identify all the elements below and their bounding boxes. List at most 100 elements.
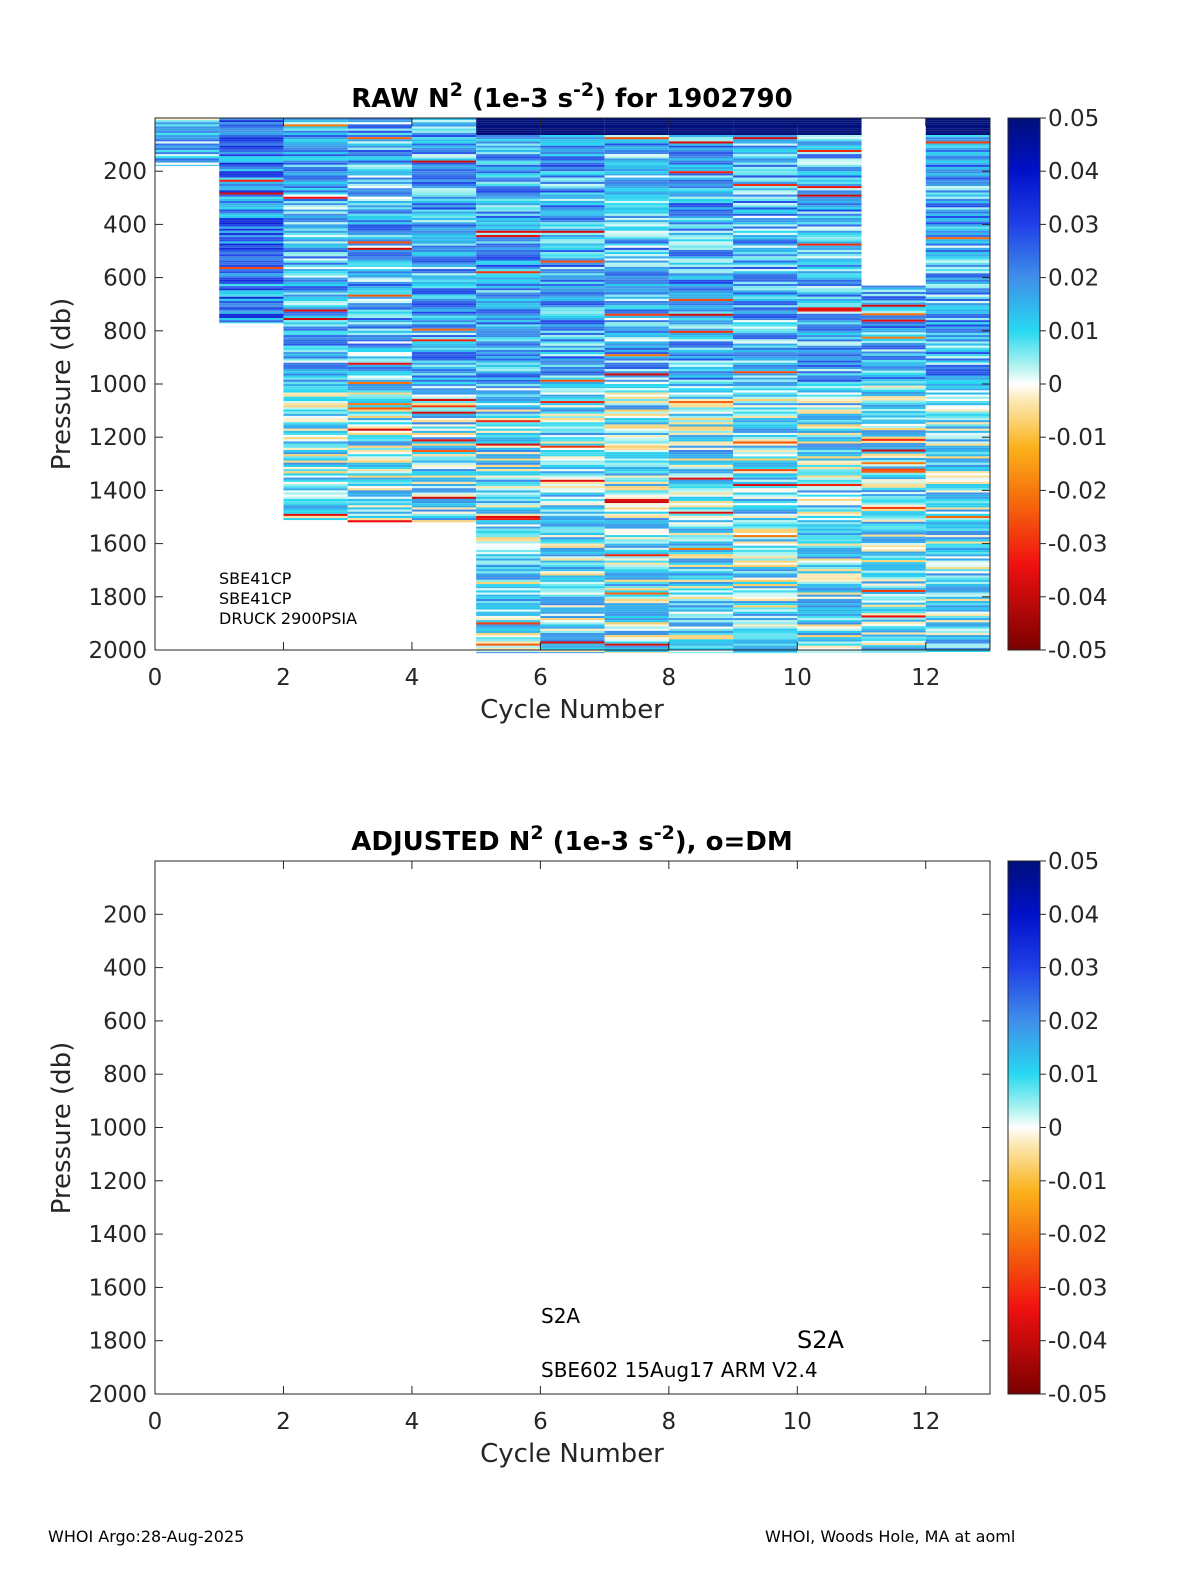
heatmap-cell (797, 545, 862, 548)
heatmap-cell (861, 285, 926, 288)
heatmap-cell (283, 194, 348, 197)
heatmap-cell (925, 643, 990, 646)
heatmap-cell (604, 162, 669, 165)
heatmap-cell (540, 339, 605, 342)
heatmap-cell (540, 147, 605, 150)
heatmap-cell (925, 211, 990, 214)
heatmap-cell (733, 588, 798, 591)
heatmap-cell (925, 650, 990, 653)
heatmap-cell (219, 162, 284, 165)
heatmap-cell (733, 428, 798, 431)
heatmap-cell (604, 152, 669, 155)
heatmap-cell (476, 639, 541, 642)
heatmap-cell (283, 237, 348, 240)
cycle-column (347, 118, 412, 523)
heatmap-cell (411, 249, 477, 253)
heatmap-cell (476, 492, 541, 495)
heatmap-cell (668, 132, 734, 136)
x-tick-label: 12 (911, 1409, 940, 1435)
y-tick-label: 400 (103, 956, 147, 982)
heatmap-cell (604, 266, 669, 270)
heatmap-cell (925, 515, 990, 519)
heatmap-cell (476, 624, 541, 627)
heatmap-cell (347, 388, 412, 391)
heatmap-cell (283, 118, 348, 121)
heatmap-cell (797, 266, 862, 270)
heatmap-cell (925, 601, 990, 604)
x-tick-label: 0 (148, 1409, 163, 1435)
heatmap-cell (604, 124, 669, 127)
heatmap-cell (668, 232, 734, 236)
heatmap-cell (476, 486, 541, 489)
heatmap-cell (540, 615, 605, 619)
heatmap-cell (604, 449, 669, 453)
heatmap-cell (540, 590, 605, 593)
heatmap-cell (861, 570, 926, 573)
heatmap-cell (797, 435, 862, 438)
heatmap-cell (733, 449, 798, 453)
heatmap-cell (476, 528, 541, 531)
heatmap-cell (604, 447, 669, 450)
heatmap-cell (925, 190, 990, 193)
heatmap-cell (411, 375, 477, 378)
heatmap-cell (733, 164, 798, 167)
heatmap-cell (283, 298, 348, 302)
heatmap-cell (411, 313, 477, 316)
heatmap-cell (283, 337, 348, 340)
heatmap-cell (283, 207, 348, 210)
heatmap-cell (797, 118, 862, 121)
heatmap-cell (219, 315, 284, 319)
heatmap-cell (347, 220, 412, 223)
heatmap-cell (861, 517, 926, 520)
heatmap-cell (476, 392, 541, 395)
heatmap-cell (604, 420, 669, 423)
heatmap-cell (925, 377, 990, 380)
colorbar (1007, 117, 1041, 651)
heatmap-cell (797, 249, 862, 253)
heatmap-cell (411, 386, 477, 389)
heatmap-cell (604, 237, 669, 240)
heatmap-cell (861, 338, 926, 341)
heatmap-cell (797, 371, 862, 374)
heatmap-cell (604, 294, 669, 297)
heatmap-cell (411, 318, 477, 321)
heatmap-cell (347, 275, 412, 278)
heatmap-cell (668, 286, 734, 289)
heatmap-cell (733, 200, 798, 204)
heatmap-cell (347, 454, 412, 457)
heatmap-cell (861, 564, 926, 567)
heatmap-cell (476, 315, 541, 319)
heatmap-cell (155, 130, 220, 133)
heatmap-cell (540, 543, 605, 546)
heatmap-cell (668, 394, 734, 397)
heatmap-cell (347, 169, 412, 172)
heatmap-cell (411, 271, 477, 274)
heatmap-cell (668, 586, 734, 589)
heatmap-cell (668, 462, 734, 465)
colorbar-tick-label: 0.02 (1048, 1009, 1099, 1035)
heatmap-cell (411, 211, 477, 214)
heatmap-cell (797, 220, 862, 223)
heatmap-cell (925, 441, 990, 444)
heatmap-cell (797, 294, 862, 297)
heatmap-cell (604, 139, 669, 142)
heatmap-cell (347, 475, 412, 478)
heatmap-cell (411, 377, 477, 380)
heatmap-cell (797, 122, 862, 125)
heatmap-cell (861, 430, 926, 433)
heatmap-cell (733, 120, 798, 123)
heatmap-cell (925, 215, 990, 219)
heatmap-cell (347, 481, 412, 485)
heatmap-cell (347, 366, 412, 370)
heatmap-cell (283, 126, 348, 129)
heatmap-cell (219, 305, 284, 308)
heatmap-cell (925, 230, 990, 233)
heatmap-cell (925, 528, 990, 531)
heatmap-cell (733, 526, 798, 529)
heatmap-cell (925, 277, 990, 280)
heatmap-cell (925, 188, 990, 191)
heatmap-cell (668, 230, 734, 233)
adjusted-n2-panel: ADJUSTED N2 (1e-3 s-2), o=DM 0 2 4 6 8 10 12 2… (47, 822, 1108, 1469)
heatmap-cell (797, 564, 862, 568)
heatmap-cell (476, 181, 541, 184)
